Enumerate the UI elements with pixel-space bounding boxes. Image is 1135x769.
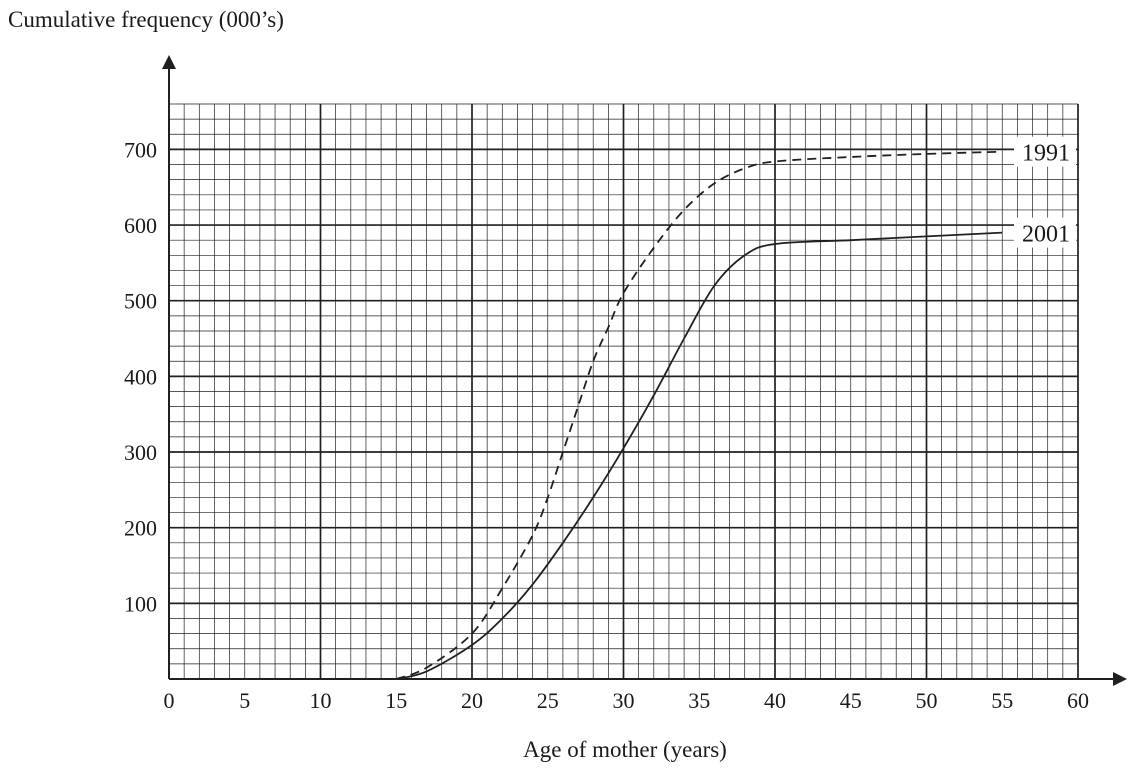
- x-tick-labels: 0 5 10 15 20 25 30 35 40 45 50 55 60: [164, 688, 1090, 713]
- x-tick-label: 5: [239, 688, 250, 713]
- x-tick-label: 20: [461, 688, 483, 713]
- y-tick-label: 700: [124, 137, 157, 162]
- x-tick-label: 30: [613, 688, 635, 713]
- x-tick-label: 15: [385, 688, 407, 713]
- x-tick-label: 45: [840, 688, 862, 713]
- series-label-bg: [1014, 136, 1076, 167]
- x-tick-label: 40: [764, 688, 786, 713]
- y-tick-label: 100: [124, 591, 157, 616]
- x-tick-label: 55: [991, 688, 1013, 713]
- series-label-1991: 1991: [1022, 141, 1070, 167]
- series-labels: 1991 2001: [1014, 136, 1076, 248]
- grid: [168, 103, 1079, 680]
- series-line-1991: [395, 150, 1003, 680]
- y-tick-label: 500: [124, 289, 157, 314]
- x-tick-label: 25: [537, 688, 559, 713]
- x-axis-title: Age of mother (years): [523, 737, 727, 762]
- y-tick-label: 600: [124, 213, 157, 238]
- y-tick-label: 200: [124, 516, 157, 541]
- x-tick-label: 0: [164, 688, 175, 713]
- series-lines: [395, 150, 1003, 680]
- x-tick-label: 50: [916, 688, 938, 713]
- y-tick-labels: 100 200 300 400 500 600 700: [124, 137, 157, 616]
- x-tick-label: 60: [1067, 688, 1089, 713]
- series-line-2001: [396, 231, 1003, 680]
- y-tick-label: 300: [124, 440, 157, 465]
- y-tick-label: 400: [124, 364, 157, 389]
- series-label-2001: 2001: [1022, 222, 1070, 248]
- x-tick-label: 35: [688, 688, 710, 713]
- series-label-bg: [1014, 217, 1076, 248]
- y-axis-title: Cumulative frequency (000’s): [8, 7, 284, 32]
- x-tick-label: 10: [310, 688, 332, 713]
